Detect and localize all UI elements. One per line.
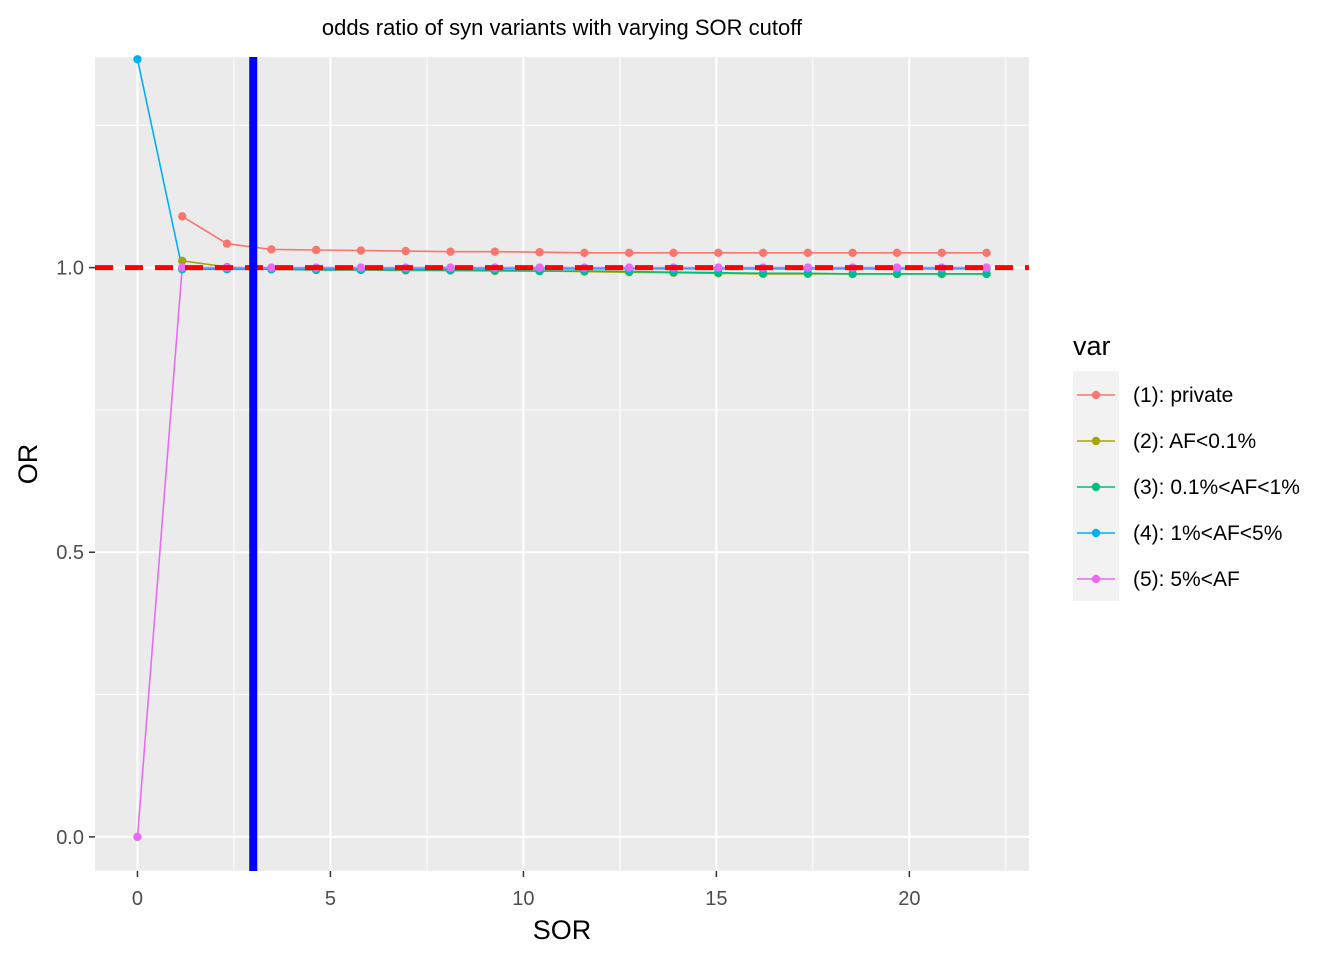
data-point-series-1	[535, 248, 544, 257]
data-point-series-1	[982, 248, 991, 258]
data-point-series-5	[803, 263, 813, 272]
data-point-series-1	[580, 248, 589, 258]
data-point-series-1	[803, 248, 813, 258]
chart-title: odds ratio of syn variants with varying …	[322, 15, 803, 40]
data-point-series-1	[446, 247, 455, 256]
y-tick-label: 1.0	[56, 258, 84, 280]
x-axis: 0 5 10 15 20	[132, 871, 920, 910]
legend-key-point	[1091, 528, 1101, 538]
data-point-series-5	[982, 263, 991, 272]
data-point-series-1	[714, 248, 723, 258]
x-tick-label: 5	[325, 888, 336, 910]
data-point-series-1	[892, 248, 902, 258]
legend-label: (2): AF<0.1%	[1133, 430, 1256, 453]
plot-panel	[95, 57, 1029, 871]
data-point-series-5	[356, 263, 366, 272]
data-point-series-2	[178, 256, 187, 265]
y-axis: 0.0 0.5 1.0	[56, 258, 95, 849]
data-point-series-5	[446, 263, 455, 272]
data-point-series-5	[178, 263, 187, 272]
data-point-series-1	[490, 247, 500, 256]
data-point-series-1	[758, 248, 768, 258]
y-tick-label: 0.5	[56, 542, 84, 564]
data-point-series-1	[178, 212, 187, 221]
legend-label: (1): private	[1133, 384, 1233, 407]
data-point-series-5	[892, 263, 902, 272]
x-tick-label: 0	[132, 888, 143, 910]
data-point-series-4	[133, 55, 142, 64]
x-tick-label: 20	[898, 888, 920, 910]
legend-key-point	[1091, 390, 1101, 400]
data-point-series-5	[267, 263, 276, 272]
y-axis-label: OR	[13, 444, 43, 485]
data-point-series-5	[624, 263, 634, 272]
legend-key-point	[1091, 482, 1101, 492]
legend-items: (1): private (2): AF<0.1% (3): 0.1%<AF<1% (…	[1077, 384, 1300, 591]
legend: var (1): private (2): AF<0.1% (3): 0.1%<AF…	[1073, 331, 1300, 601]
legend-title: var	[1073, 331, 1111, 361]
data-point-series-1	[222, 239, 232, 248]
data-point-series-1	[356, 246, 366, 255]
data-point-series-5	[133, 832, 142, 842]
x-axis-label: SOR	[533, 915, 592, 945]
data-point-series-5	[714, 263, 723, 272]
reference-lines-top	[95, 57, 1029, 871]
data-point-series-1	[311, 245, 321, 255]
data-point-series-1	[848, 248, 857, 258]
data-point-series-1	[267, 245, 276, 254]
x-tick-label: 10	[512, 888, 534, 910]
legend-key-point	[1091, 436, 1101, 446]
data-point-series-1	[401, 246, 410, 256]
data-point-series-5	[535, 263, 544, 272]
legend-key-point	[1091, 574, 1101, 584]
data-point-series-1	[624, 248, 634, 258]
legend-label: (4): 1%<AF<5%	[1133, 522, 1282, 545]
data-point-series-1	[669, 248, 678, 258]
x-tick-label: 15	[705, 888, 727, 910]
y-tick-label: 0.0	[56, 827, 84, 849]
legend-label: (3): 0.1%<AF<1%	[1133, 476, 1300, 499]
data-point-series-1	[937, 248, 946, 258]
legend-label: (5): 5%<AF	[1133, 568, 1240, 591]
